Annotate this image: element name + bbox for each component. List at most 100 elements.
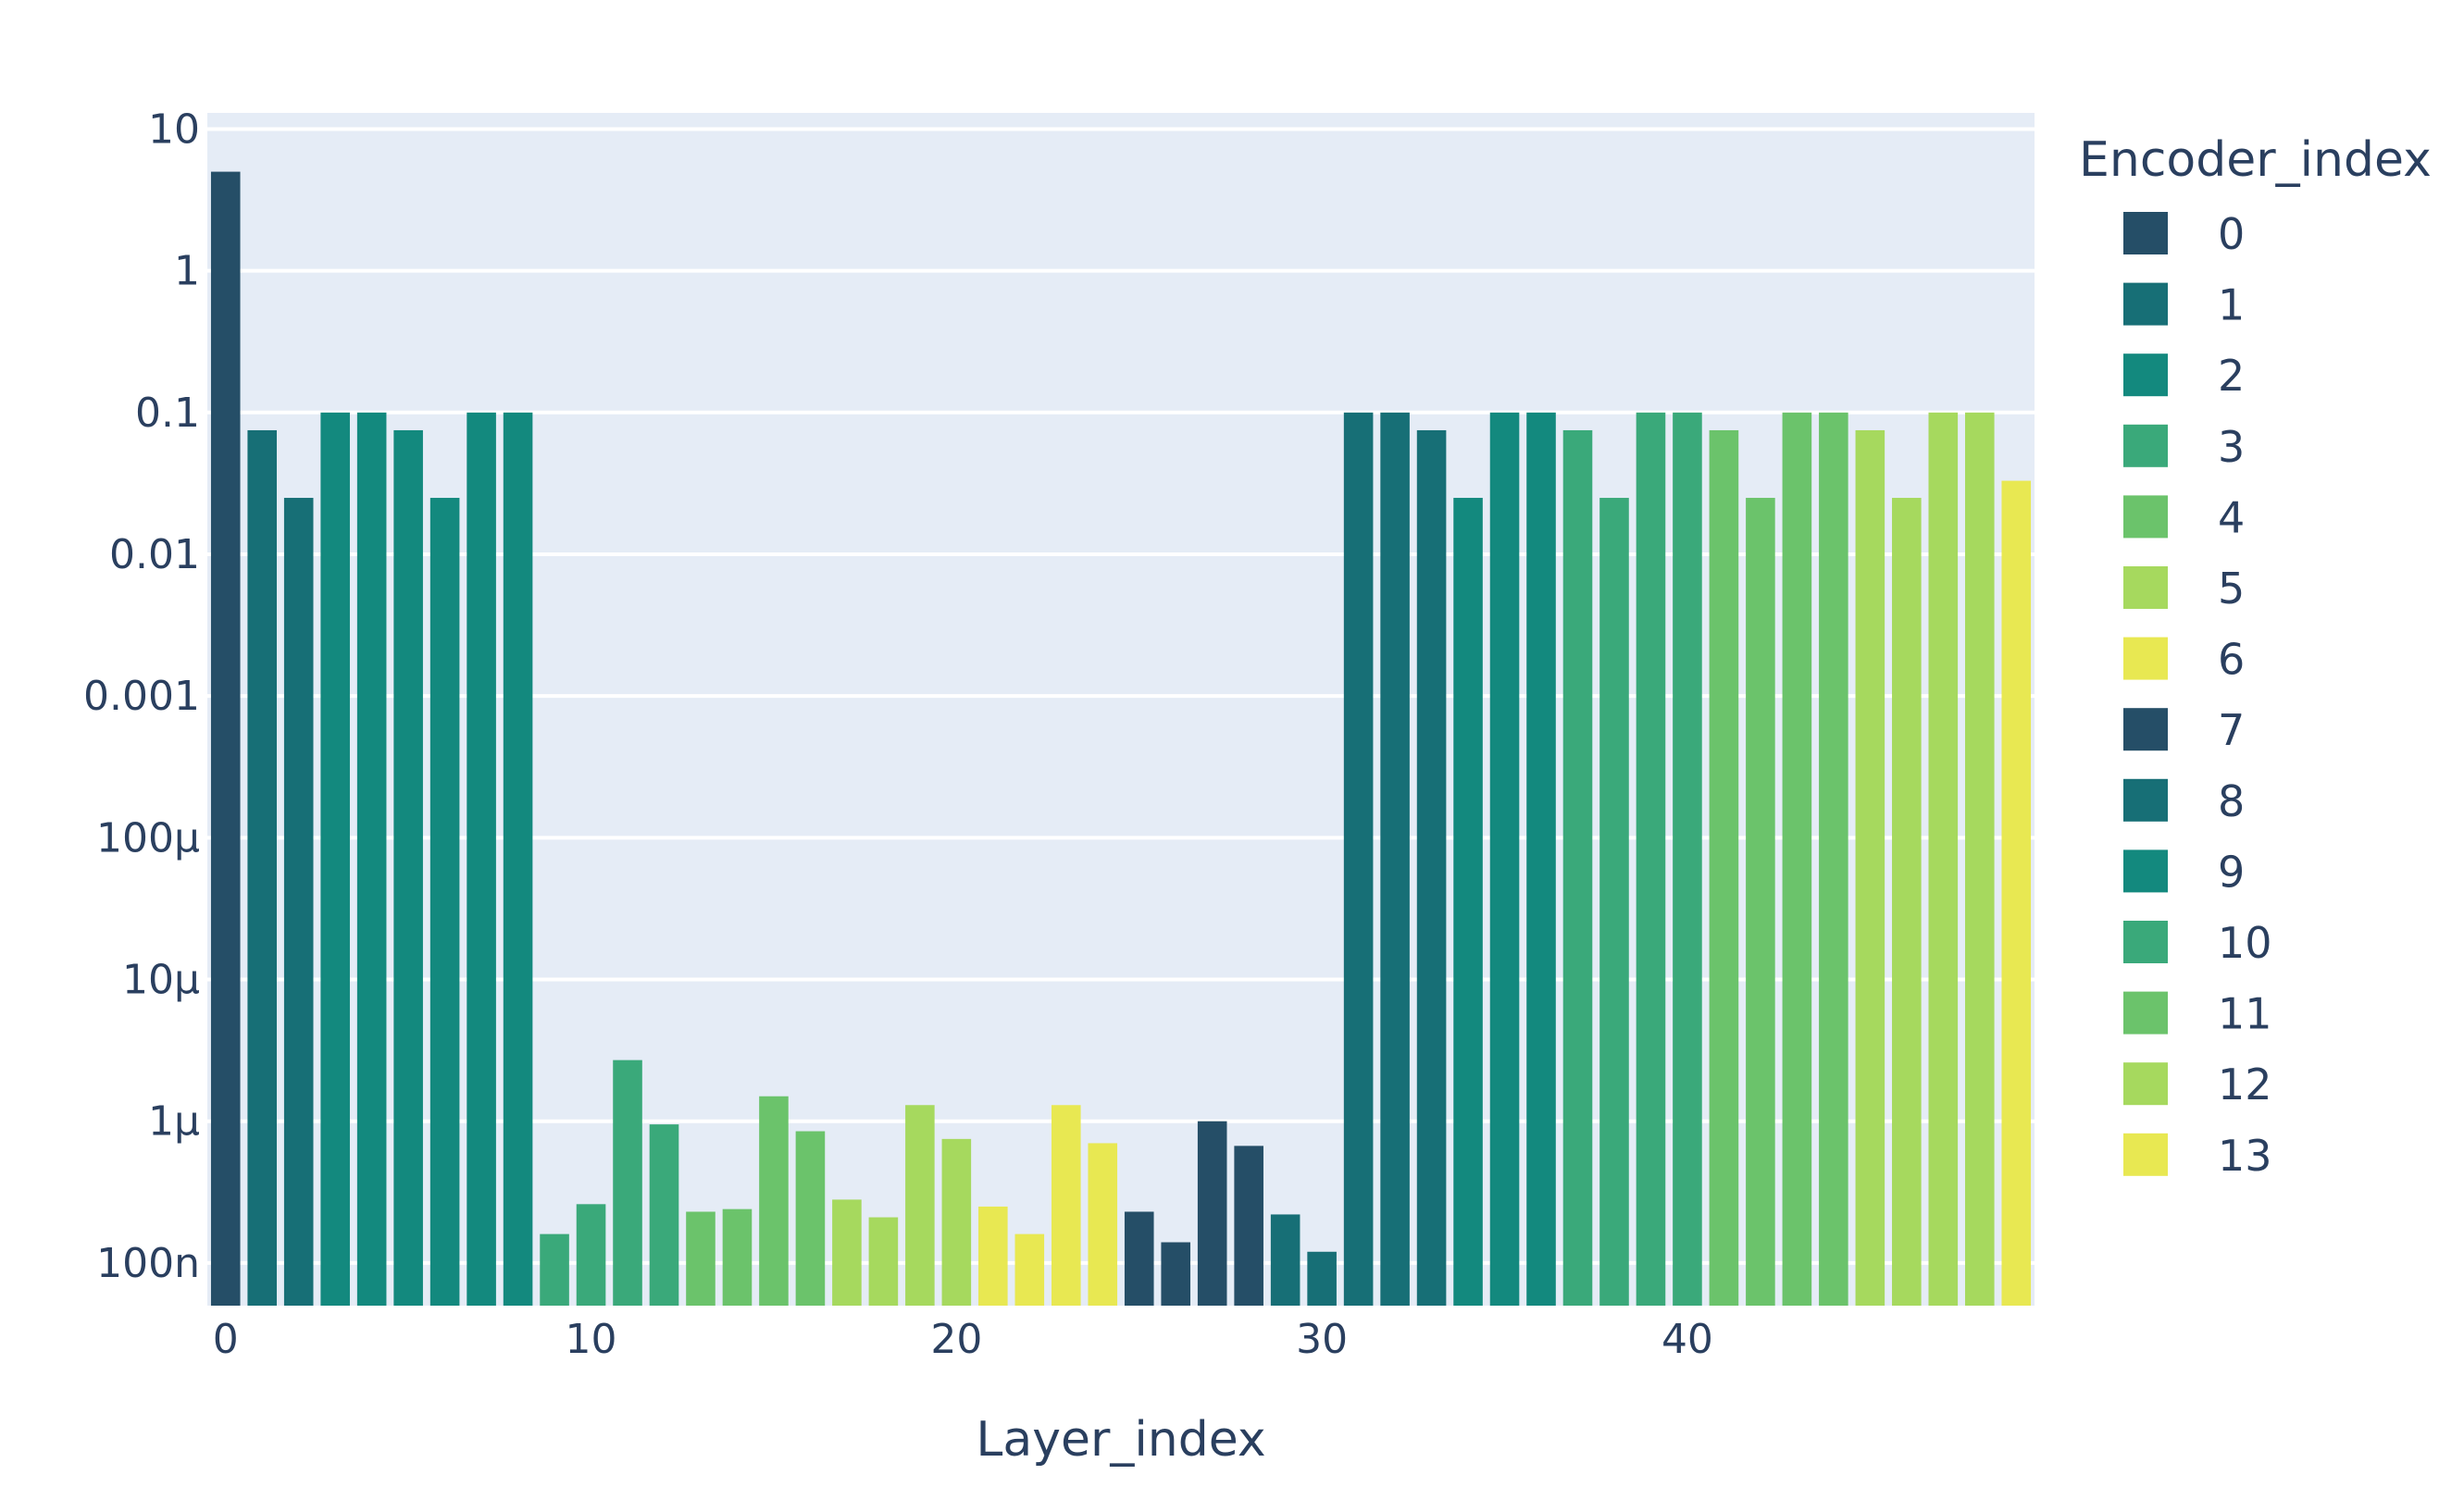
bar-encoder-7-layer-26 — [1161, 1242, 1191, 1306]
y-tick-label: 100n — [96, 1240, 200, 1287]
bar-encoder-4-layer-16 — [795, 1131, 826, 1306]
bar-encoder-9-layer-36 — [1526, 412, 1556, 1306]
y-tick-label: 0.001 — [83, 673, 200, 720]
bar-encoder-9-layer-35 — [1489, 412, 1520, 1306]
legend-swatch — [2123, 353, 2168, 397]
bar-encoder-8-layer-29 — [1270, 1214, 1300, 1306]
legend-item[interactable]: 8 — [2123, 776, 2245, 826]
bar-encoder-10-layer-38 — [1599, 498, 1629, 1306]
bar-encoder-7-layer-25 — [1124, 1211, 1154, 1306]
legend-label: 6 — [2218, 635, 2245, 685]
legend-swatch — [2123, 778, 2168, 822]
bar-encoder-6-layer-23 — [1051, 1105, 1081, 1306]
bar-encoder-8-layer-33 — [1416, 429, 1447, 1307]
bar-encoder-13-layer-49 — [2001, 480, 2032, 1306]
bar-encoder-6-layer-24 — [1088, 1143, 1118, 1306]
bar-encoder-2-layer-7 — [467, 412, 496, 1306]
legend-swatch — [2123, 1062, 2168, 1106]
legend-item[interactable]: 6 — [2123, 635, 2245, 685]
legend-swatch — [2123, 495, 2168, 539]
legend-title: Encoder_index — [2079, 132, 2432, 188]
y-tick-label: 10µ — [122, 957, 200, 1004]
y-tick-label: 1µ — [148, 1098, 200, 1146]
legend-swatch — [2123, 424, 2168, 467]
y-tick-label: 1 — [174, 248, 200, 295]
bar-encoder-7-layer-28 — [1234, 1146, 1263, 1306]
bar-encoder-10-layer-40 — [1673, 412, 1702, 1306]
legend-item[interactable]: 3 — [2123, 422, 2245, 472]
legend-label: 13 — [2218, 1131, 2272, 1181]
bar-encoder-11-layer-43 — [1782, 412, 1812, 1306]
y-tick-label: 10 — [148, 105, 200, 153]
bar-encoder-12-layer-47 — [1928, 412, 1959, 1306]
legend-label: 3 — [2218, 422, 2245, 472]
legend-label: 0 — [2218, 209, 2245, 259]
x-axis-title: Layer_index — [976, 1412, 1265, 1468]
bar-encoder-5-layer-20 — [941, 1138, 972, 1306]
bar-encoder-8-layer-30 — [1307, 1251, 1337, 1306]
legend-item[interactable]: 10 — [2123, 918, 2272, 968]
bar-encoder-3-layer-11 — [613, 1060, 642, 1306]
x-tick-label: 40 — [1661, 1316, 1713, 1363]
bar-encoder-8-layer-32 — [1380, 412, 1410, 1306]
legend-swatch — [2123, 637, 2168, 680]
bar-encoder-7-layer-27 — [1197, 1121, 1227, 1306]
legend-label: 2 — [2218, 351, 2245, 401]
legend-item[interactable]: 12 — [2123, 1060, 2272, 1109]
legend-swatch — [2123, 566, 2168, 609]
bar-encoder-10-layer-37 — [1562, 429, 1593, 1307]
bar-encoder-5-layer-18 — [868, 1217, 899, 1306]
bar-encoder-2-layer-4 — [356, 412, 387, 1306]
legend-item[interactable]: 5 — [2123, 564, 2245, 613]
legend-item[interactable]: 2 — [2123, 351, 2245, 401]
legend-item[interactable]: 9 — [2123, 847, 2245, 897]
y-tick-labels: 10 1 0.1 0.01 0.001 100µ 10µ 1µ 100n — [83, 105, 200, 1286]
y-tick-label: 0.1 — [135, 390, 200, 437]
legend-item[interactable]: 13 — [2123, 1131, 2272, 1181]
legend-label: 11 — [2218, 989, 2272, 1039]
legend-swatch — [2123, 212, 2168, 254]
bar-encoder-10-layer-39 — [1636, 412, 1666, 1306]
legend-swatch — [2123, 849, 2168, 893]
legend-label: 10 — [2218, 918, 2272, 968]
y-tick-label: 100µ — [96, 814, 200, 861]
legend-swatch — [2123, 1133, 2168, 1176]
bar-encoder-0-layer-0 — [210, 171, 241, 1307]
bar-encoder-12-layer-45 — [1855, 429, 1885, 1307]
bar-encoder-11-layer-42 — [1746, 498, 1775, 1306]
legend-swatch — [2123, 991, 2168, 1035]
x-tick-label: 20 — [930, 1316, 982, 1363]
legend-item[interactable]: 11 — [2123, 989, 2272, 1039]
bar-encoder-4-layer-14 — [722, 1208, 753, 1306]
bar-encoder-6-layer-22 — [1014, 1233, 1045, 1306]
x-tick-label: 0 — [213, 1316, 239, 1363]
legend-label: 1 — [2218, 280, 2245, 330]
legend-swatch — [2123, 921, 2168, 963]
legend-swatch — [2123, 282, 2168, 326]
legend-item[interactable]: 1 — [2123, 280, 2245, 330]
bar-encoder-5-layer-17 — [832, 1199, 862, 1306]
bar-encoder-2-layer-8 — [503, 412, 533, 1306]
x-tick-label: 30 — [1296, 1316, 1348, 1363]
bar-encoder-11-layer-44 — [1819, 412, 1848, 1306]
y-tick-label: 0.01 — [109, 531, 200, 578]
legend-label: 8 — [2218, 776, 2245, 826]
bar-encoder-9-layer-34 — [1453, 498, 1483, 1306]
x-tick-labels: 0 10 20 30 40 — [213, 1316, 1713, 1363]
legend-item[interactable]: 0 — [2123, 209, 2245, 259]
bar-encoder-2-layer-3 — [320, 412, 350, 1306]
legend-item[interactable]: 4 — [2123, 492, 2245, 542]
bar-encoder-11-layer-41 — [1709, 429, 1739, 1307]
legend-item[interactable]: 7 — [2123, 705, 2245, 755]
legend-label: 7 — [2218, 705, 2245, 755]
x-tick-label: 10 — [566, 1316, 617, 1363]
legend-label: 12 — [2218, 1060, 2272, 1109]
bar-encoder-6-layer-21 — [978, 1206, 1008, 1306]
bar-encoder-1-layer-2 — [283, 498, 314, 1306]
bar-encoder-1-layer-1 — [247, 429, 278, 1307]
legend-swatch — [2123, 708, 2168, 751]
bar-encoder-5-layer-19 — [905, 1105, 935, 1306]
bar-encoder-2-layer-6 — [429, 498, 460, 1306]
bar-encoder-8-layer-31 — [1343, 412, 1374, 1306]
